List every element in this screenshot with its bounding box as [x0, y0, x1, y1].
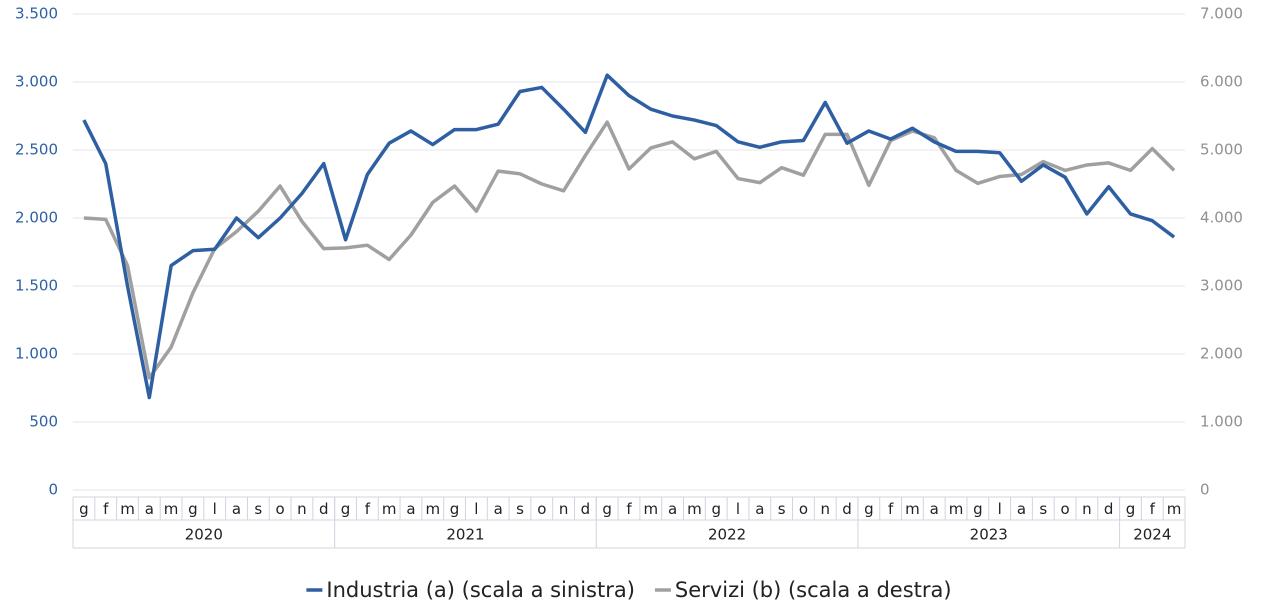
y2-tick-label: 3.000 [1200, 277, 1243, 295]
x-tick-label: m [382, 500, 397, 518]
x-tick-label: d [842, 500, 852, 518]
x-tick-label: m [425, 500, 440, 518]
y-tick-label: 2.000 [15, 209, 58, 227]
x-tick-label: a [406, 500, 415, 518]
x-tick-label: s [1039, 500, 1047, 518]
x-tick-label: o [799, 500, 808, 518]
x-tick-label: a [494, 500, 503, 518]
x-tick-label: f [626, 500, 632, 518]
x-tick-label: l [213, 500, 217, 518]
x-tick-label: a [145, 500, 154, 518]
x-tick-label: o [276, 500, 285, 518]
x-tick-label: m [949, 500, 964, 518]
x-tick-label: m [164, 500, 179, 518]
x-tick-label: o [1060, 500, 1069, 518]
x-tick-label: m [905, 500, 920, 518]
x-tick-label: f [1150, 500, 1156, 518]
year-label: 2024 [1133, 526, 1171, 544]
x-tick-label: g [79, 500, 89, 518]
x-tick-label: g [602, 500, 612, 518]
y2-tick-label: 4.000 [1200, 209, 1243, 227]
x-tick-label: g [1126, 500, 1136, 518]
y-tick-label: 1.000 [15, 345, 58, 363]
x-tick-label: a [930, 500, 939, 518]
year-label: 2022 [708, 526, 746, 544]
x-tick-label: m [643, 500, 658, 518]
x-tick-label: f [365, 500, 371, 518]
x-tick-label: m [687, 500, 702, 518]
x-tick-label: a [232, 500, 241, 518]
y2-tick-label: 1.000 [1200, 413, 1243, 431]
x-tick-label: g [188, 500, 198, 518]
x-tick-label: m [120, 500, 135, 518]
series-line [83, 120, 1176, 380]
y-tick-label: 1.500 [15, 277, 58, 295]
x-tick-label: n [559, 500, 569, 518]
year-label: 2021 [446, 526, 484, 544]
x-tick-label: o [537, 500, 546, 518]
x-tick-label: s [254, 500, 262, 518]
y-tick-label: 3.500 [15, 5, 58, 23]
legend-label: Servizi (b) (scala a destra) [675, 578, 952, 602]
x-tick-label: a [755, 500, 764, 518]
x-tick-label: n [1082, 500, 1092, 518]
x-tick-label: g [711, 500, 721, 518]
year-label: 2023 [970, 526, 1008, 544]
series-line [82, 73, 1176, 400]
x-tick-label: n [297, 500, 307, 518]
y-tick-label: 0 [48, 481, 58, 499]
x-tick-label: s [778, 500, 786, 518]
x-tick-label: g [341, 500, 351, 518]
x-tick-label: l [736, 500, 740, 518]
y2-tick-label: 7.000 [1200, 5, 1243, 23]
x-tick-label: l [998, 500, 1002, 518]
x-tick-label: g [450, 500, 460, 518]
y-tick-label: 500 [29, 413, 58, 431]
x-tick-label: a [668, 500, 677, 518]
y2-tick-label: 6.000 [1200, 73, 1243, 91]
x-tick-label: d [1104, 500, 1114, 518]
x-tick-label: s [516, 500, 524, 518]
x-tick-label: g [973, 500, 983, 518]
y2-tick-label: 0 [1200, 481, 1210, 499]
x-tick-label: f [103, 500, 109, 518]
y-tick-label: 3.000 [15, 73, 58, 91]
y-tick-label: 2.500 [15, 141, 58, 159]
x-tick-label: n [820, 500, 830, 518]
x-tick-label: f [888, 500, 894, 518]
x-tick-label: g [864, 500, 874, 518]
x-tick-label: d [581, 500, 591, 518]
x-tick-label: d [319, 500, 329, 518]
year-label: 2020 [185, 526, 223, 544]
y2-tick-label: 5.000 [1200, 141, 1243, 159]
x-tick-label: a [1017, 500, 1026, 518]
legend-label: Industria (a) (scala a sinistra) [326, 578, 635, 602]
x-tick-label: m [1167, 500, 1182, 518]
y2-tick-label: 2.000 [1200, 345, 1243, 363]
x-tick-label: l [474, 500, 478, 518]
